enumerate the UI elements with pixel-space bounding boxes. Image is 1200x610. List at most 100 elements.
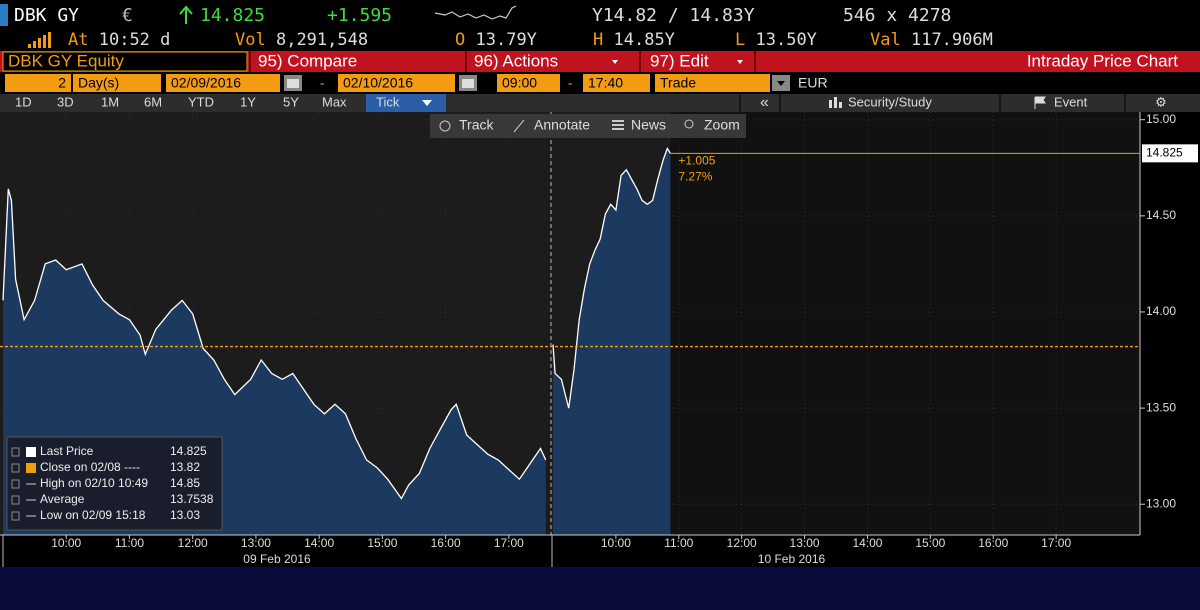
annotate[interactable]: Annotate — [534, 117, 590, 133]
sparkline — [434, 5, 517, 20]
unit-field[interactable] — [73, 74, 161, 92]
legend-toggle — [11, 479, 20, 489]
unit[interactable]: Day(s) — [78, 75, 119, 91]
legend-swatch — [26, 463, 36, 473]
quote-value: 13.79Y — [476, 30, 537, 50]
time-separator: - — [568, 75, 573, 91]
start-date[interactable]: 02/09/2016 — [171, 75, 241, 91]
zoom[interactable]: Zoom — [704, 117, 740, 133]
function-title: Intraday Price Chart — [1027, 51, 1178, 70]
period-button[interactable]: 5Y — [283, 94, 299, 109]
legend-name: Low on 02/09 15:18 — [40, 508, 146, 522]
legend-value: 14.85 — [170, 476, 200, 490]
x-tick-label: 15:00 — [915, 536, 945, 550]
legend-swatch — [26, 447, 36, 457]
track[interactable]: Track — [459, 117, 494, 133]
period-button[interactable]: 3D — [57, 94, 74, 109]
period-bar — [0, 94, 1200, 112]
dropdown-arrow[interactable] — [777, 81, 785, 86]
quote-low: L 13.50Y — [735, 30, 817, 50]
quote-value: 117.906M — [911, 30, 993, 50]
end-date[interactable]: 02/10/2016 — [343, 75, 413, 91]
start-date-field[interactable] — [166, 74, 280, 92]
calendar-icon[interactable] — [284, 75, 302, 91]
x-tick-label: 11:00 — [664, 536, 693, 550]
dropdown-arrow[interactable] — [422, 100, 432, 106]
field-select[interactable] — [655, 74, 770, 92]
end-time[interactable]: 17:40 — [588, 75, 623, 91]
legend-box — [6, 436, 223, 531]
quote-label: Vol — [235, 30, 266, 50]
x-tick-label: 14:00 — [304, 536, 334, 550]
x-tick-label: 12:00 — [178, 536, 208, 550]
quote-vol: Vol 8,291,548 — [235, 30, 368, 50]
quote-high: H 14.85Y — [593, 30, 675, 50]
news-icon[interactable] — [612, 120, 624, 130]
zoom-icon[interactable] — [684, 119, 694, 129]
quote-value: 8,291,548 — [276, 30, 368, 50]
menu-compare[interactable]: 95) Compare — [258, 51, 357, 70]
days[interactable]: 2 — [58, 75, 66, 91]
track-icon[interactable] — [439, 120, 451, 132]
bid-ask-size: 546 x 4278 — [843, 5, 951, 26]
period-button[interactable]: 6M — [144, 94, 162, 109]
y-tick-label: 13.50 — [1146, 400, 1176, 414]
active-period[interactable] — [366, 94, 446, 112]
price-line — [2, 188, 547, 500]
x-tick-label: 14:00 — [852, 536, 882, 550]
menu-actions[interactable]: 96) Actions — [474, 51, 558, 70]
change-label: +1.005 — [678, 154, 715, 168]
period-button[interactable]: YTD — [188, 94, 214, 109]
period-button[interactable]: 1M — [101, 94, 119, 109]
period-button[interactable]: 1D — [15, 94, 32, 109]
study-icon[interactable] — [829, 97, 842, 108]
field[interactable]: Trade — [660, 75, 696, 91]
legend-toggle — [11, 495, 20, 505]
legend-value: 13.7538 — [170, 492, 214, 506]
days-field[interactable] — [5, 74, 71, 92]
ticker-marker — [0, 4, 8, 26]
period-button[interactable]: Tick — [376, 94, 400, 109]
settings-button[interactable]: ⚙ — [1155, 94, 1167, 109]
dropdown-arrow[interactable] — [612, 60, 618, 64]
legend-value: 13.03 — [170, 508, 200, 522]
dropdown-arrow[interactable] — [737, 60, 743, 64]
quote-at: At 10:52 d — [68, 30, 170, 50]
period-button[interactable]: Max — [322, 94, 347, 109]
event-icon[interactable] — [1034, 96, 1046, 109]
legend-toggle — [11, 463, 20, 473]
x-tick-label: 17:00 — [1041, 536, 1071, 550]
collapse-button[interactable]: « — [760, 94, 769, 111]
security-field[interactable] — [2, 51, 248, 72]
legend-name: Last Price — [40, 444, 94, 458]
x-tick-label: 13:00 — [790, 536, 820, 550]
legend-toggle — [11, 447, 20, 457]
plot-background-future — [670, 112, 1140, 535]
start-time-field[interactable] — [497, 74, 560, 92]
x-tick-label: 10:00 — [601, 536, 631, 550]
period-button[interactable]: 1Y — [240, 94, 256, 109]
y-tick-label: 13.00 — [1146, 496, 1176, 510]
calendar-icon[interactable] — [459, 75, 477, 91]
quote-value: 10:52 d — [99, 30, 171, 50]
menu-edit[interactable]: 97) Edit — [650, 51, 709, 70]
up-arrow — [179, 5, 193, 24]
legend-value: 13.82 — [170, 460, 200, 474]
end-time-field[interactable] — [583, 74, 650, 92]
legend-name: Close on 02/08 ---- — [40, 460, 140, 474]
currency-setting[interactable]: EUR — [798, 75, 828, 91]
chart: 13.00 13.50 14.00 14.50 15.00 10:00 11:00 12:00… — [0, 112, 1200, 567]
bid-ask: Y14.82 / 14.83Y — [592, 5, 755, 26]
start-time[interactable]: 09:00 — [502, 75, 537, 91]
annotate-icon[interactable] — [513, 119, 525, 133]
legend-name: Average — [40, 492, 85, 506]
end-date-field[interactable] — [338, 74, 455, 92]
news[interactable]: News — [631, 117, 666, 133]
x-axis-date: 09 Feb 2016 — [243, 552, 311, 566]
quote-label: H — [593, 30, 603, 50]
security[interactable]: DBK GY Equity — [8, 51, 124, 70]
security-study[interactable]: Security/Study — [848, 94, 932, 109]
y-tick-label: 15.00 — [1146, 112, 1176, 126]
event[interactable]: Event — [1054, 94, 1088, 109]
